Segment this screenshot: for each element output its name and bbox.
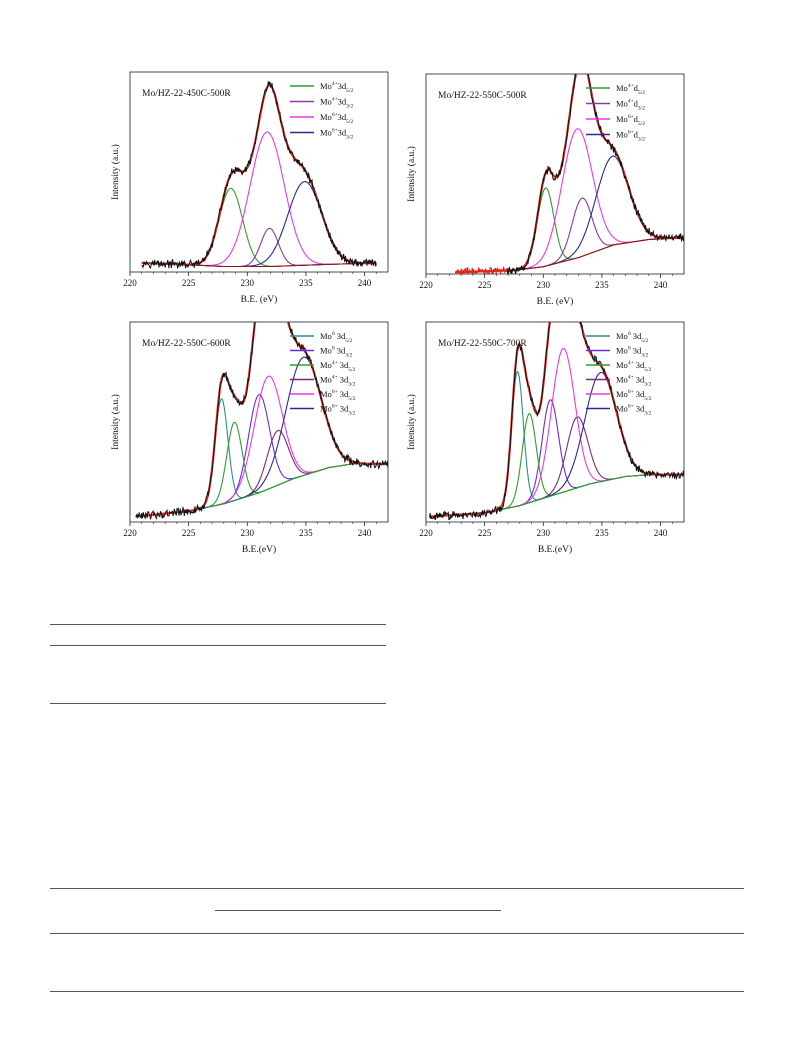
- component-peak-line: [135, 398, 388, 518]
- legend-entry: Mo0 3d5/2: [616, 331, 648, 344]
- x-tick-label: 240: [358, 278, 372, 288]
- component-peak-line: [135, 429, 388, 518]
- x-tick-label: 235: [299, 528, 313, 538]
- legend-entry: Mo6+ 3d5/2: [616, 389, 652, 402]
- x-axis-label: B.E.(eV): [538, 544, 572, 555]
- component-peak-line: [429, 399, 684, 518]
- legend-entry: Mo6+3d3/2: [320, 128, 353, 141]
- chart-title: Mo/HZ-22-450C-500R: [142, 89, 231, 99]
- chart-svg: 220 225 230 235 240 B.E.(eV) Intensity (a.u.) M…: [110, 321, 389, 555]
- legend-entry: Mo6+3d5/2: [320, 112, 353, 125]
- chart-svg: 220 225 230 235 240 B.E. (eV) Intensity (a.u.)…: [110, 71, 389, 305]
- component-peak-line: [429, 371, 684, 518]
- raw-spectrum-line: [454, 265, 510, 274]
- legend-entry: Mo6+d3/2: [616, 130, 645, 143]
- chart-svg: 220 225 230 235 240 B.E.(eV) Intensity (a.u.) M…: [406, 321, 685, 555]
- component-peak-line: [429, 412, 684, 518]
- table2-header-rule: [50, 933, 744, 934]
- background-line: [429, 474, 684, 518]
- x-tick-label: 225: [182, 278, 196, 288]
- xps-panel-550c-500r: 220 225 230 235 240 B.E. (eV) Intensity (a.u.)…: [396, 68, 686, 308]
- raw-spectrum-line: [506, 74, 684, 274]
- x-tick-label: 225: [478, 280, 492, 290]
- legend-entry: Mo6+ 3d3/2: [320, 404, 356, 417]
- x-tick-label: 240: [654, 280, 668, 290]
- y-axis-label: Intensity (a.u.): [110, 144, 121, 200]
- x-axis-label: B.E.(eV): [242, 544, 276, 555]
- x-tick-label: 230: [537, 280, 551, 290]
- x-tick-label: 230: [241, 528, 255, 538]
- plot-frame: [425, 73, 685, 275]
- y-axis-label: Intensity (a.u.): [110, 394, 121, 450]
- legend-entry: Mo4+ 3d5/2: [616, 360, 652, 373]
- legend-entry: Mo4+d3/2: [616, 99, 645, 112]
- x-tick-label: 220: [419, 528, 433, 538]
- raw-spectrum-line: [135, 322, 388, 521]
- component-peak-line: [141, 227, 377, 268]
- chart-title: Mo/HZ-22-550C-500R: [438, 91, 527, 101]
- legend-entry: Mo6+d5/2: [616, 114, 645, 127]
- x-tick-label: 230: [537, 528, 551, 538]
- raw-spectrum-line: [141, 81, 377, 270]
- chart-title: Mo/HZ-22-550C-700R: [438, 339, 527, 349]
- component-peak-line: [141, 181, 377, 268]
- x-tick-label: 220: [123, 528, 137, 538]
- legend-entry: Mo4+d5/2: [616, 83, 645, 96]
- x-tick-label: 220: [419, 280, 433, 290]
- component-peak-line: [455, 155, 684, 273]
- legend-entry: Mo6+ 3d3/2: [616, 404, 652, 417]
- x-tick-label: 235: [299, 278, 313, 288]
- legend-entry: Mo6+ 3d5/2: [320, 389, 356, 402]
- legend-entry: Mo4+3d5/2: [320, 81, 353, 94]
- legend-entry: Mo4+ 3d5/2: [320, 360, 356, 373]
- table-bottom-rule: [50, 703, 386, 704]
- x-axis-label: B.E. (eV): [537, 296, 574, 307]
- xps-panel-550c-700r: 220 225 230 235 240 B.E.(eV) Intensity (a.u.) M…: [396, 316, 686, 556]
- xps-panel-550c-600r: 220 225 230 235 240 B.E.(eV) Intensity (a.u.) M…: [100, 316, 390, 556]
- raw-spectrum-line: [429, 322, 684, 521]
- component-peak-line: [135, 421, 388, 518]
- x-tick-label: 225: [478, 528, 492, 538]
- table2-group-rule: [215, 910, 501, 911]
- legend-entry: Mo4+ 3d3/2: [320, 375, 356, 388]
- y-axis-label: Intensity (a.u.): [406, 146, 417, 202]
- table-header-rule: [50, 645, 386, 646]
- table-top-rule: [50, 624, 386, 625]
- table2-top-rule: [50, 888, 744, 889]
- legend-entry: Mo4+3d3/2: [320, 97, 353, 110]
- x-tick-label: 235: [595, 528, 609, 538]
- legend-entry: Mo0 3d5/2: [320, 331, 352, 344]
- plot-frame: [129, 71, 389, 273]
- legend-entry: Mo0 3d3/2: [320, 346, 352, 359]
- x-tick-label: 220: [123, 278, 137, 288]
- legend-entry: Mo4+ 3d3/2: [616, 375, 652, 388]
- x-axis-label: B.E. (eV): [241, 294, 278, 305]
- background-line: [135, 463, 388, 518]
- x-tick-label: 225: [182, 528, 196, 538]
- x-tick-label: 230: [241, 278, 255, 288]
- chart-svg: 220 225 230 235 240 B.E. (eV) Intensity (a.u.)…: [406, 73, 685, 307]
- background-line: [455, 237, 684, 273]
- xps-panel-450c-500r: 220 225 230 235 240 B.E. (eV) Intensity (a.u.)…: [100, 66, 390, 306]
- component-peak-line: [429, 416, 684, 518]
- x-tick-label: 240: [358, 528, 372, 538]
- y-axis-label: Intensity (a.u.): [406, 394, 417, 450]
- chart-title: Mo/HZ-22-550C-600R: [142, 339, 231, 349]
- component-peak-line: [455, 197, 684, 273]
- component-peak-line: [455, 128, 684, 273]
- table2-bottom-rule: [50, 991, 744, 992]
- component-peak-line: [141, 131, 377, 266]
- legend-entry: Mo0 3d3/2: [616, 346, 648, 359]
- x-tick-label: 240: [654, 528, 668, 538]
- x-tick-label: 235: [595, 280, 609, 290]
